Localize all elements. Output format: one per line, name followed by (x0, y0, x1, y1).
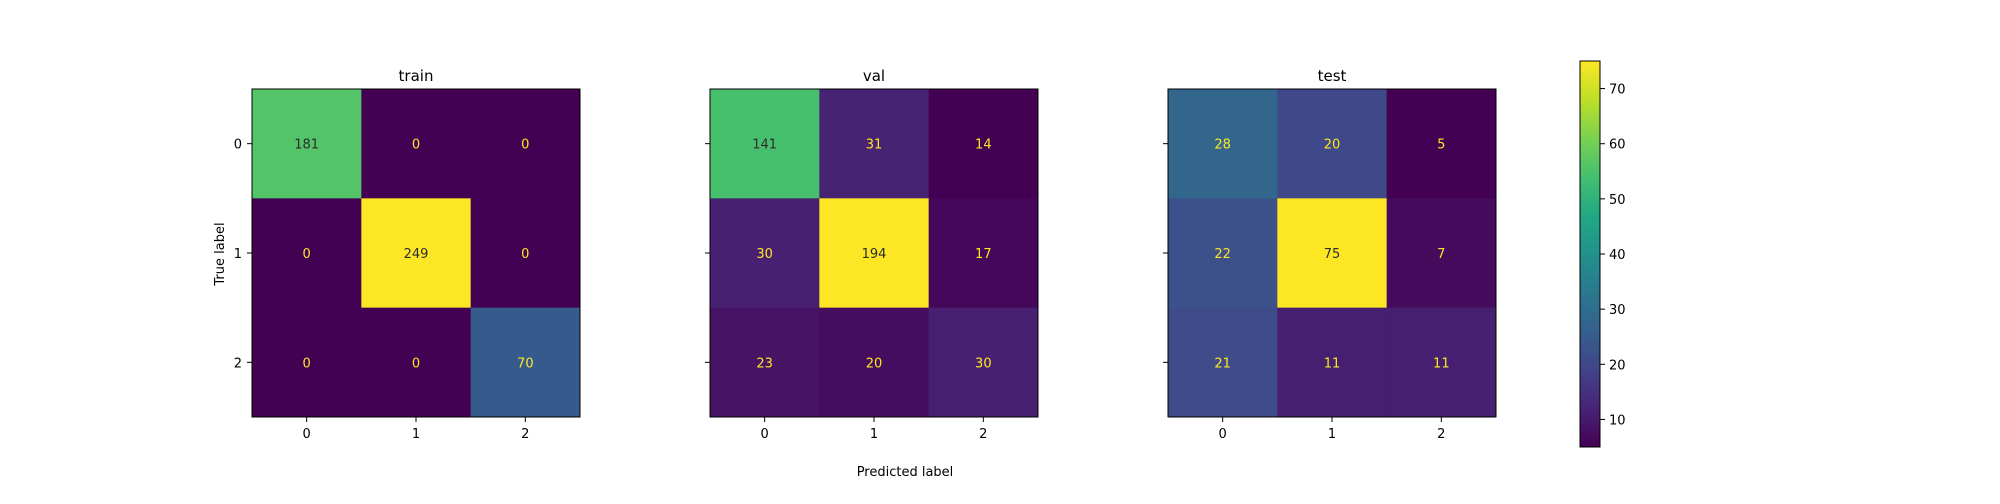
matrix-cell (710, 89, 820, 199)
x-tick-label: 0 (1219, 427, 1227, 442)
colorbar-tick-label: 10 (1609, 413, 1626, 428)
matrix-cell (1277, 89, 1388, 199)
cell-value-label: 11 (1433, 356, 1450, 371)
cell-value-label: 0 (412, 138, 420, 153)
matrix-cell (361, 198, 472, 309)
matrix-cell (1277, 307, 1388, 418)
x-tick-label: 2 (1437, 427, 1445, 442)
matrix-cell (928, 89, 1039, 199)
cell-value-label: 30 (975, 356, 992, 371)
y-tick-label: 2 (234, 356, 242, 371)
cell-value-label: 22 (1214, 247, 1231, 262)
matrix-cell (470, 198, 581, 309)
colorbar-tick-label: 20 (1609, 358, 1626, 373)
matrix-cell (710, 198, 820, 309)
shared-y-axis-label: True label (213, 222, 228, 286)
x-tick-label: 1 (412, 427, 420, 442)
cell-value-label: 7 (1437, 247, 1445, 262)
cell-value-label: 11 (1324, 356, 1341, 371)
matrix-cell (1386, 89, 1497, 199)
matrix-cell (470, 89, 581, 199)
colorbar-gradient (1579, 60, 1601, 448)
cell-value-label: 14 (975, 138, 992, 153)
cell-value-label: 0 (521, 138, 529, 153)
cell-value-label: 70 (517, 356, 534, 371)
cell-value-label: 181 (294, 138, 319, 153)
matrix-cell (928, 307, 1039, 418)
matrix-cell (710, 307, 820, 418)
cell-value-label: 21 (1214, 356, 1231, 371)
cell-value-label: 20 (1324, 138, 1341, 153)
colorbar-tick-label: 30 (1609, 303, 1626, 318)
matrix-cell (1168, 198, 1278, 309)
colorbar: 10 20 30 40 50 60 70 (1579, 60, 1626, 448)
x-tick-label: 0 (303, 427, 311, 442)
panel-train: train 181 0 0 0 249 0 0 0 70 0 1 2 0 1 2 (234, 67, 581, 442)
x-tick-label: 2 (521, 427, 529, 442)
cell-value-label: 5 (1437, 138, 1445, 153)
cell-value-label: 30 (756, 247, 773, 262)
cell-value-label: 249 (404, 247, 429, 262)
matrix-cell (1386, 198, 1497, 309)
matrix-cell (252, 89, 362, 199)
cell-value-label: 0 (303, 247, 311, 262)
panel-title: val (863, 67, 885, 85)
cell-value-label: 194 (862, 247, 887, 262)
cell-value-label: 141 (752, 138, 777, 153)
cell-value-label: 20 (866, 356, 883, 371)
colorbar-tick-label: 60 (1609, 138, 1626, 153)
matrix-cell (819, 198, 930, 309)
matrix-cell (252, 198, 362, 309)
panel-title: train (399, 67, 434, 85)
panel-title: test (1318, 67, 1347, 85)
panel-val: val 141 31 14 30 194 17 23 20 30 0 1 2 (705, 67, 1039, 442)
cell-value-label: 28 (1214, 138, 1231, 153)
matrix-cell (1168, 307, 1278, 418)
colorbar-tick-label: 40 (1609, 248, 1626, 263)
shared-x-axis-label: Predicted label (857, 465, 954, 480)
y-tick-label: 1 (234, 247, 242, 262)
cell-value-label: 31 (866, 138, 883, 153)
cell-value-label: 75 (1324, 247, 1341, 262)
matrix-cell (1168, 89, 1278, 199)
cell-value-label: 0 (303, 356, 311, 371)
cell-value-label: 0 (521, 247, 529, 262)
cell-value-label: 0 (412, 356, 420, 371)
colorbar-tick-label: 70 (1609, 83, 1626, 98)
x-tick-label: 1 (870, 427, 878, 442)
matrix-cell (928, 198, 1039, 309)
matrix-cell (1277, 198, 1388, 309)
x-tick-label: 1 (1328, 427, 1336, 442)
matrix-cell (470, 307, 581, 418)
x-tick-label: 2 (979, 427, 987, 442)
matrix-cell (361, 89, 472, 199)
matrix-cell (1386, 307, 1497, 418)
matrix-cell (819, 307, 930, 418)
y-tick-label: 0 (234, 138, 242, 153)
cell-value-label: 23 (756, 356, 773, 371)
colorbar-tick-label: 50 (1609, 193, 1626, 208)
x-tick-label: 0 (761, 427, 769, 442)
panel-test: test 28 20 5 22 75 7 21 11 11 0 1 2 (1163, 67, 1497, 442)
matrix-cell (361, 307, 472, 418)
matrix-cell (819, 89, 930, 199)
cell-value-label: 17 (975, 247, 992, 262)
matrix-cell (252, 307, 362, 418)
